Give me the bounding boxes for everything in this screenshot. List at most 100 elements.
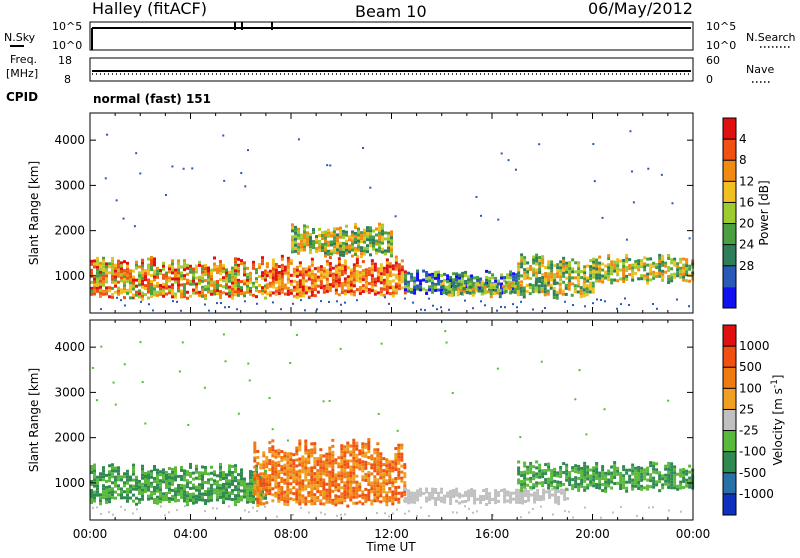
echo-cell (340, 492, 344, 496)
echo-cell (382, 472, 386, 476)
echo-cell (177, 271, 180, 275)
echo-cell (182, 167, 185, 170)
echo-cell (397, 446, 401, 450)
echo-cell (277, 496, 281, 500)
echo-cell (102, 472, 105, 476)
echo-cell (222, 291, 225, 295)
echo-cell (286, 464, 290, 468)
echo-cell (527, 498, 531, 502)
echo-cell (619, 475, 623, 479)
echo-cell (449, 489, 453, 493)
echo-cell (274, 482, 278, 486)
echo-cell (471, 290, 475, 294)
echo-cell (126, 472, 129, 476)
echo-cell (355, 276, 359, 280)
echo-cell (105, 292, 108, 296)
echo-cell (340, 273, 344, 277)
echo-cell (510, 284, 514, 288)
echo-cell (135, 496, 138, 500)
echo-cell (553, 279, 557, 283)
echo-cell (126, 291, 129, 295)
echo-cell (634, 265, 638, 269)
echo-cell (361, 275, 365, 279)
echo-cell (135, 284, 138, 288)
echo-cell (388, 472, 392, 476)
echo-cell (301, 288, 305, 292)
echo-cell (652, 461, 656, 465)
echo-cell (141, 258, 144, 262)
echo-cell (219, 495, 222, 499)
echo-cell (331, 284, 335, 288)
echo-cell (592, 472, 596, 476)
nsky-tick-top: 10^5 (52, 20, 82, 33)
echo-cell (286, 479, 290, 483)
echo-cell (298, 484, 302, 488)
echo-cell (387, 243, 390, 247)
echo-cell (559, 465, 563, 469)
echo-cell (416, 275, 420, 279)
echo-cell (367, 438, 371, 442)
echo-cell (301, 282, 305, 286)
echo-cell (123, 287, 126, 291)
echo-cell (343, 265, 347, 269)
echo-cell (292, 474, 296, 478)
echo-cell (259, 463, 263, 467)
echo-cell (234, 281, 237, 285)
echo-cell (249, 482, 252, 486)
echo-cell (240, 259, 243, 263)
echo-cell (322, 466, 326, 470)
echo-cell (259, 481, 263, 485)
echo-cell (358, 494, 362, 498)
echo-cell (346, 278, 350, 282)
echo-cell (114, 266, 117, 270)
echo-cell (385, 276, 389, 280)
echo-cell (489, 289, 493, 293)
echo-cell (358, 452, 362, 456)
echo-cell (327, 240, 330, 244)
echo-cell (391, 288, 395, 292)
echo-cell (207, 278, 210, 282)
echo-cell (333, 239, 336, 243)
echo-cell (117, 286, 120, 290)
echo-cell (316, 496, 320, 500)
echo-cell (550, 469, 554, 473)
echo-cell (204, 480, 207, 484)
echo-cell (413, 276, 417, 280)
echo-cell (543, 290, 547, 294)
echo-cell (379, 458, 383, 462)
echo-cell (370, 268, 374, 272)
echo-cell (394, 456, 398, 460)
echo-cell (304, 475, 308, 479)
echo-cell (523, 482, 527, 486)
echo-cell (550, 278, 554, 282)
echo-cell (271, 472, 275, 476)
echo-cell (298, 288, 302, 292)
echo-cell (93, 478, 96, 482)
echo-cell (361, 284, 365, 288)
echo-cell (246, 275, 249, 279)
echo-cell (422, 269, 426, 273)
echo-cell (162, 261, 165, 265)
echo-cell (416, 272, 420, 276)
echo-cell (340, 450, 344, 454)
echo-cell (100, 345, 103, 348)
echo-cell (391, 481, 395, 485)
echo-cell (307, 271, 311, 275)
echo-cell (592, 257, 596, 261)
echo-cell (295, 464, 299, 468)
echo-cell (120, 276, 123, 280)
echo-cell (265, 480, 269, 484)
echo-cell (607, 266, 611, 270)
echo-cell (123, 496, 126, 500)
echo-cell (345, 233, 348, 237)
echo-cell (204, 270, 207, 274)
echo-cell (616, 307, 618, 310)
echo-cell (544, 472, 548, 476)
echo-cell (364, 277, 368, 281)
echo-cell (313, 279, 317, 283)
echo-cell (246, 149, 249, 152)
echo-cell (598, 267, 602, 271)
echo-cell (328, 488, 332, 492)
echo-cell (352, 278, 356, 282)
echo-cell (159, 284, 162, 288)
